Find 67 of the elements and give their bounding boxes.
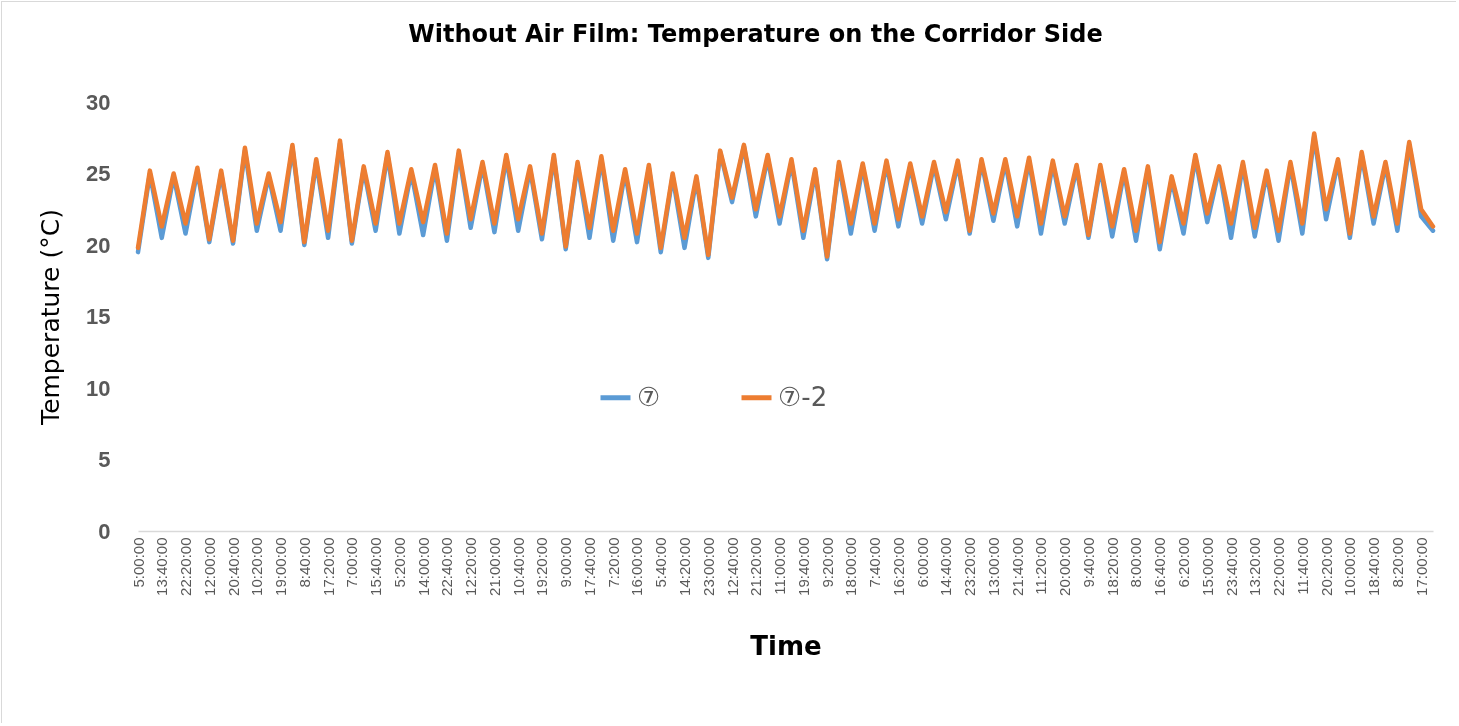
x-tick-label: 23:20:00	[961, 537, 979, 596]
x-tick-label: 20:00:00	[1056, 537, 1074, 596]
x-tick-label: 21:00:00	[485, 537, 503, 596]
x-axis-title: Time	[750, 630, 822, 661]
x-tick-label: 8:20:00	[1388, 537, 1406, 588]
x-tick-label: 22:20:00	[177, 537, 195, 596]
x-tick-label: 9:20:00	[818, 537, 836, 588]
x-tick-label: 20:40:00	[224, 537, 242, 596]
y-tick-label: 10	[86, 375, 111, 401]
x-tick-label: 11:20:00	[1032, 537, 1050, 595]
x-tick-label: 12:00:00	[200, 537, 218, 596]
x-tick-label: 19:40:00	[794, 537, 812, 596]
x-tick-label: 12:40:00	[723, 537, 741, 596]
x-tick-label: 14:20:00	[676, 537, 694, 596]
x-tick-label: 13:20:00	[1246, 537, 1264, 596]
x-tick-label: 15:00:00	[1198, 537, 1216, 596]
x-tick-label: 17:20:00	[319, 537, 337, 596]
y-tick-label: 15	[86, 304, 111, 329]
x-tick-label: 15:40:00	[367, 537, 385, 596]
x-tick-label: 7:20:00	[604, 537, 622, 588]
x-tick-label: 21:40:00	[1008, 537, 1026, 596]
x-tick-label: 16:00:00	[628, 537, 646, 596]
x-tick-label: 9:40:00	[1079, 537, 1097, 588]
x-tick-label: 19:00:00	[272, 537, 290, 596]
x-tick-label: 22:00:00	[1270, 537, 1288, 596]
x-tick-label: 21:20:00	[747, 537, 765, 596]
x-tick-label: 19:20:00	[533, 537, 551, 596]
x-tick-label: 16:20:00	[889, 537, 907, 596]
x-tick-label: 17:40:00	[580, 537, 598, 596]
x-tick-label: 17:00:00	[1412, 537, 1430, 596]
x-tick-label: 6:20:00	[1175, 537, 1192, 588]
x-tick-label: 20:20:00	[1317, 537, 1335, 596]
x-tick-label: 13:40:00	[153, 537, 171, 596]
x-tick-label: 22:40:00	[438, 537, 456, 596]
x-tick-label: 9:00:00	[557, 537, 575, 588]
x-tick-label: 8:40:00	[295, 537, 313, 588]
x-tick-label: 10:40:00	[509, 537, 527, 596]
x-tick-label: 23:00:00	[699, 537, 717, 596]
x-tick-label: 8:00:00	[1127, 537, 1145, 588]
x-tick-label: 5:00:00	[129, 537, 147, 588]
x-tick-label: 11:40:00	[1293, 537, 1311, 595]
x-tick-label: 23:40:00	[1222, 537, 1240, 596]
x-tick-label: 18:20:00	[1103, 537, 1121, 596]
y-tick-label: 5	[98, 447, 111, 472]
x-tick-label: 10:00:00	[1341, 537, 1359, 596]
x-tick-label: 5:40:00	[652, 537, 670, 588]
x-tick-label: 6:00:00	[913, 537, 931, 588]
x-tick-label: 14:40:00	[937, 537, 955, 596]
x-tick-label: 18:00:00	[842, 537, 860, 596]
legend-label: ⑦-2	[778, 381, 828, 412]
chart-title: Without Air Film: Temperature on the Corridor Side	[408, 20, 1103, 48]
x-tick-label: 11:00:00	[771, 537, 789, 595]
x-tick-label: 7:00:00	[343, 537, 361, 588]
y-axis-title: Temperature (°C)	[36, 209, 66, 426]
y-tick-label: 25	[86, 161, 111, 186]
x-tick-label: 12:20:00	[462, 537, 480, 596]
x-tick-label: 18:40:00	[1365, 537, 1383, 596]
x-tick-label: 7:40:00	[866, 537, 884, 588]
y-tick-label: 30	[86, 89, 111, 115]
x-tick-label: 14:00:00	[414, 537, 432, 596]
y-tick-label: 0	[98, 518, 111, 544]
x-tick-label: 13:00:00	[984, 537, 1002, 596]
y-tick-label: 20	[86, 232, 111, 258]
legend-label: ⑦	[637, 381, 661, 412]
x-tick-label: 5:20:00	[390, 537, 408, 588]
x-tick-label: 16:40:00	[1151, 537, 1169, 596]
x-tick-label: 10:20:00	[248, 537, 266, 596]
